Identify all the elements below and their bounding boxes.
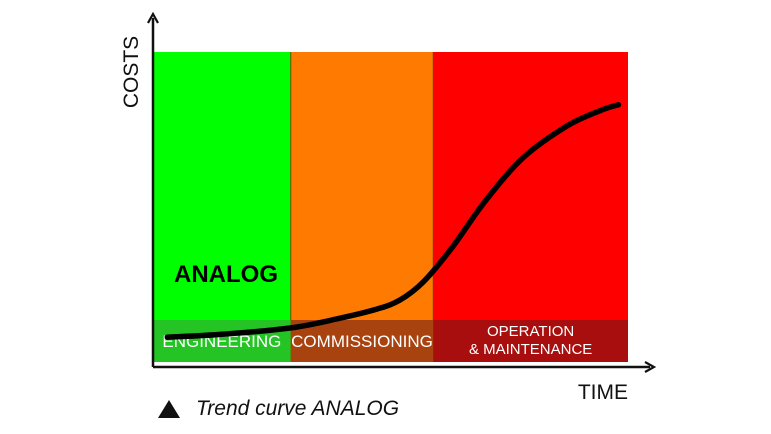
x-axis-label: TIME xyxy=(578,381,628,404)
triangle-icon xyxy=(158,400,180,418)
phase-label-commissioning: COMMISSIONING xyxy=(291,332,433,351)
series-label-analog: ANALOG xyxy=(174,261,278,288)
phase-label-band-engineering xyxy=(153,320,291,362)
series-layer: ANALOG xyxy=(164,101,622,340)
chart-caption: Trend curve ANALOG xyxy=(158,397,399,421)
phase-area-engineering xyxy=(153,52,291,362)
phase-label-band-operation xyxy=(433,320,628,362)
phase-label-operation: OPERATION & MAINTENANCE xyxy=(469,323,592,358)
phase-label-band-commissioning xyxy=(290,320,434,362)
series-line-analog xyxy=(164,101,622,340)
phase-areas xyxy=(153,52,628,362)
phase-area-operation xyxy=(433,52,628,362)
y-axis-label: COSTS xyxy=(120,36,143,108)
caption-text: Trend curve ANALOG xyxy=(196,397,400,420)
